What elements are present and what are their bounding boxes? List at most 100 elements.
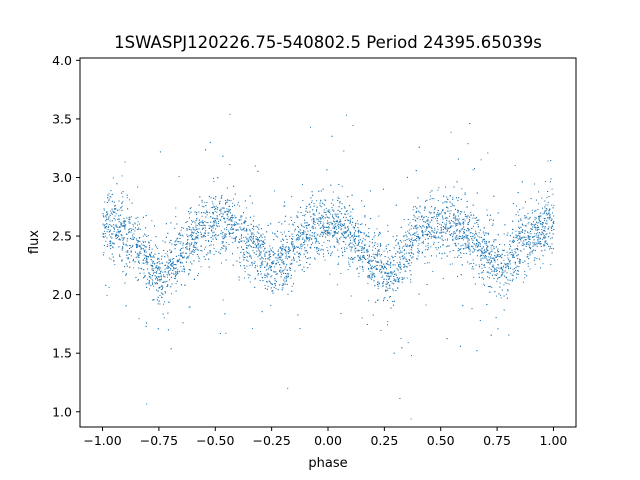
data-point — [415, 211, 417, 213]
data-point — [266, 264, 268, 266]
data-point — [203, 235, 205, 237]
data-point — [238, 279, 240, 281]
data-point — [324, 259, 326, 261]
data-point — [390, 271, 392, 273]
data-point — [486, 304, 488, 305]
data-point — [540, 233, 542, 235]
data-point — [491, 225, 493, 226]
data-point — [455, 244, 457, 246]
data-point — [225, 246, 227, 248]
data-point — [304, 250, 306, 252]
data-point — [496, 270, 498, 271]
data-point — [281, 246, 283, 248]
data-point — [525, 236, 527, 238]
data-point — [197, 255, 199, 257]
data-point — [135, 257, 137, 259]
data-point — [173, 268, 175, 270]
data-point — [108, 286, 110, 288]
data-point — [246, 241, 248, 243]
data-point — [399, 263, 401, 265]
data-point — [465, 234, 467, 236]
data-point — [329, 234, 331, 236]
data-point — [302, 237, 304, 239]
data-point — [513, 253, 515, 255]
data-point — [143, 250, 145, 252]
data-point — [393, 283, 395, 285]
data-point — [427, 249, 429, 251]
data-point — [239, 257, 241, 259]
data-point — [325, 207, 327, 209]
data-point — [386, 289, 388, 291]
data-point — [167, 254, 169, 256]
data-point — [298, 257, 300, 259]
data-point — [295, 239, 297, 241]
data-point — [219, 200, 221, 202]
data-point — [548, 209, 550, 211]
data-point — [130, 228, 132, 229]
data-point — [319, 227, 321, 229]
data-point — [246, 238, 247, 240]
data-point — [520, 250, 522, 252]
data-point — [473, 225, 475, 227]
data-point — [111, 253, 113, 255]
data-point — [249, 216, 251, 218]
data-point — [392, 235, 394, 237]
data-point — [490, 218, 492, 220]
data-point — [282, 238, 284, 240]
data-point — [226, 187, 228, 189]
data-point — [212, 213, 214, 215]
data-point — [149, 245, 151, 246]
data-point — [272, 251, 274, 253]
data-point — [135, 217, 137, 219]
data-point — [321, 245, 323, 247]
data-point — [450, 225, 452, 227]
data-point — [184, 269, 186, 271]
data-point — [327, 235, 329, 237]
data-point — [407, 342, 409, 344]
data-point — [492, 264, 494, 266]
data-point — [118, 209, 120, 211]
data-point — [175, 244, 177, 246]
data-point — [213, 181, 215, 182]
data-point — [210, 216, 212, 218]
data-point — [194, 229, 196, 231]
data-point — [433, 211, 435, 213]
data-point — [135, 251, 136, 253]
data-point — [447, 238, 448, 240]
data-point — [533, 235, 535, 237]
data-point — [387, 283, 389, 285]
data-point — [120, 207, 122, 209]
data-point — [102, 213, 104, 215]
data-point — [466, 215, 468, 217]
data-point — [168, 266, 170, 268]
data-point — [256, 231, 258, 233]
data-point — [273, 286, 275, 288]
data-point — [358, 272, 360, 274]
data-point — [223, 245, 225, 247]
data-point — [316, 234, 318, 236]
data-point — [322, 234, 324, 236]
data-point — [361, 200, 363, 202]
data-point — [217, 218, 219, 220]
data-point — [222, 299, 224, 301]
data-point — [200, 225, 202, 226]
data-point — [545, 236, 546, 238]
data-point — [281, 273, 282, 275]
data-point — [220, 249, 222, 251]
data-point — [387, 224, 389, 226]
data-point — [537, 241, 539, 243]
data-point — [327, 232, 329, 234]
data-point — [503, 249, 505, 251]
data-point — [147, 235, 149, 236]
data-point — [539, 243, 541, 244]
data-point — [162, 303, 164, 305]
data-point — [285, 280, 287, 282]
data-point — [392, 301, 394, 302]
data-point — [387, 299, 389, 301]
data-point — [130, 255, 132, 257]
data-point — [284, 283, 286, 285]
data-point — [231, 233, 233, 234]
data-point — [215, 208, 216, 209]
data-point — [548, 211, 550, 213]
data-point — [363, 247, 365, 249]
